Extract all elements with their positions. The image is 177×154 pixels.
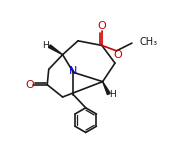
Text: H: H <box>109 90 116 99</box>
Polygon shape <box>103 82 110 95</box>
Text: CH₃: CH₃ <box>140 37 158 47</box>
Text: O: O <box>25 80 34 90</box>
Text: N: N <box>68 66 77 76</box>
Polygon shape <box>49 45 63 55</box>
Text: H: H <box>42 41 49 50</box>
Text: O: O <box>114 50 122 60</box>
Text: O: O <box>98 21 106 31</box>
